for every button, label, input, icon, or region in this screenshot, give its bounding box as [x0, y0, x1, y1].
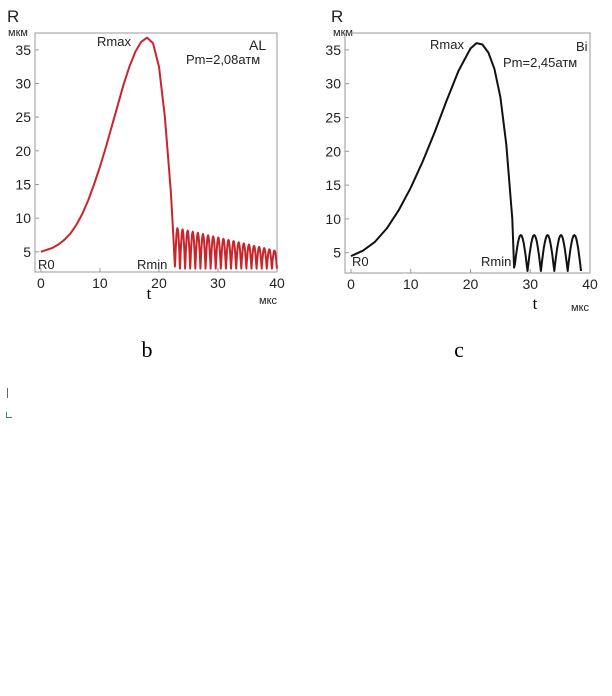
annotation-rmin-b: Rmin — [137, 257, 167, 272]
y-tick-label: 15 — [15, 176, 31, 192]
x-axis-unit-b: мкс — [259, 295, 277, 307]
element-label-c: Bi — [576, 39, 588, 54]
y-tick-label: 20 — [325, 143, 341, 159]
annotation-rmax-c: Rmax — [430, 37, 464, 52]
plot-frame-b — [34, 32, 278, 273]
y-tick-label: 20 — [15, 143, 31, 159]
y-tick-label: 25 — [15, 109, 31, 125]
x-ticks-b: 0 10 20 30 40 — [37, 268, 285, 291]
annotation-rmin-c: Rmin — [481, 254, 511, 269]
x-tick-label: 30 — [210, 275, 226, 291]
pressure-label-b: Pm=2,08атм — [186, 52, 260, 67]
panel-label-c: c — [454, 337, 464, 362]
scan-artifact-bar — [7, 388, 8, 398]
y-tick-label: 5 — [23, 244, 31, 260]
annotation-rmax-b: Rmax — [97, 34, 131, 49]
y-axis-symbol-b: R — [7, 7, 19, 26]
annotation-r0-b: R0 — [38, 257, 55, 272]
pressure-label-c: Pm=2,45атм — [503, 55, 577, 70]
x-tick-label: 0 — [347, 276, 355, 292]
y-ticks-b: 5 10 15 20 25 30 35 — [15, 42, 39, 260]
chart-panel-c: R мкм 5 10 15 20 25 30 35 0 10 20 30 40 t мкс Bi P… — [325, 7, 598, 362]
chart-panel-b: R мкм 5 10 15 20 25 30 35 0 10 20 30 40 t мкс AL P… — [7, 7, 285, 362]
y-tick-label: 10 — [325, 211, 341, 227]
y-tick-label: 30 — [15, 75, 31, 91]
x-tick-label: 0 — [37, 275, 45, 291]
x-axis-unit-c: мкс — [571, 302, 589, 314]
scan-artifact-mark — [6, 412, 12, 418]
y-tick-label: 35 — [15, 42, 31, 58]
y-tick-label: 15 — [325, 177, 341, 193]
x-tick-label: 40 — [582, 276, 598, 292]
x-tick-label: 10 — [92, 275, 108, 291]
x-ticks-c: 0 10 20 30 40 — [347, 269, 598, 292]
series-line-c — [350, 42, 582, 272]
y-axis-unit-b: мкм — [8, 27, 28, 39]
series-line-b — [40, 36, 278, 270]
plot-frame-c — [344, 32, 591, 274]
x-axis-symbol-b: t — [147, 284, 152, 303]
element-label-b: AL — [249, 37, 266, 53]
x-axis-symbol-c: t — [533, 294, 538, 313]
y-axis-unit-c: мкм — [333, 27, 353, 39]
panel-label-b: b — [142, 337, 153, 362]
x-tick-label: 20 — [151, 275, 167, 291]
x-tick-label: 10 — [403, 276, 419, 292]
y-tick-label: 30 — [325, 76, 341, 92]
x-tick-label: 40 — [269, 275, 285, 291]
y-tick-label: 5 — [333, 245, 341, 261]
y-ticks-c: 5 10 15 20 25 30 35 — [325, 42, 349, 261]
annotation-r0-c: R0 — [352, 254, 369, 269]
y-axis-symbol-c: R — [331, 7, 343, 26]
y-tick-label: 35 — [325, 42, 341, 58]
y-tick-label: 25 — [325, 110, 341, 126]
y-tick-label: 10 — [15, 210, 31, 226]
x-tick-label: 30 — [522, 276, 538, 292]
x-tick-label: 20 — [463, 276, 479, 292]
